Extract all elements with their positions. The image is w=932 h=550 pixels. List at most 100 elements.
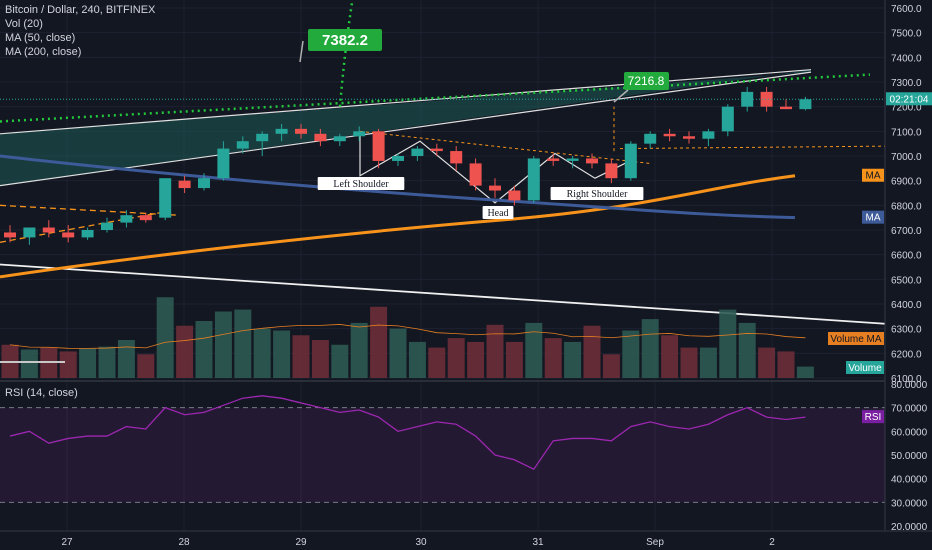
volume-bar — [331, 344, 349, 378]
symbol-title[interactable]: Bitcoin / Dollar, 240, BITFINEX — [5, 4, 156, 16]
candle-body — [198, 178, 210, 189]
candle-body — [178, 180, 191, 189]
volume-bar — [370, 306, 388, 378]
volume-bar — [699, 347, 717, 378]
volume-bar — [447, 338, 465, 378]
neckline-extension — [619, 145, 886, 150]
candle-body — [469, 163, 482, 186]
volume-bar — [195, 321, 213, 378]
price-tick-label: 6400.0 — [891, 300, 922, 311]
volume-bar — [59, 351, 77, 378]
candle-body — [42, 227, 55, 233]
price-tick-label: 7600.0 — [891, 4, 922, 15]
candle-body — [566, 158, 579, 161]
axis-bg — [885, 0, 932, 550]
price-tick-label: 7400.0 — [891, 53, 922, 64]
volume-bar — [525, 322, 543, 378]
rsi-tick-label: 50.0000 — [891, 451, 928, 462]
candle-body — [120, 215, 133, 223]
target-mid-label: 7216.8 — [628, 74, 665, 88]
candles — [4, 86, 812, 245]
volume-bar — [137, 354, 155, 378]
time-tick-label: 2 — [769, 537, 775, 548]
candle-body — [333, 136, 346, 142]
candle-body — [81, 230, 94, 238]
volume-bar — [20, 349, 38, 378]
target-high-label: 7382.2 — [322, 32, 368, 49]
candle-body — [411, 148, 424, 156]
volume-bar — [234, 309, 252, 378]
candle-body — [295, 128, 307, 134]
volume-ma-line — [9, 324, 806, 349]
volume-bar — [486, 324, 504, 378]
candle-body — [217, 148, 230, 179]
volume-ma-tag-bg — [828, 332, 884, 345]
right-shoulder-label: Right Shoulder — [567, 189, 629, 200]
volume-bar — [389, 328, 407, 378]
volume-bar — [680, 347, 698, 378]
grid — [0, 0, 885, 530]
volume-bar — [564, 341, 582, 378]
candle-body — [159, 178, 172, 218]
candle-body — [23, 227, 36, 238]
candle-body — [314, 133, 327, 142]
ma200-tag: MA — [866, 213, 881, 224]
ma200-line — [0, 154, 796, 220]
candle-body — [527, 158, 540, 201]
volume-bar — [117, 340, 135, 378]
price-tick-label: 7500.0 — [891, 29, 922, 40]
target-mid-pointer — [613, 89, 629, 103]
candle-body — [4, 232, 16, 238]
volume-bars — [0, 297, 814, 378]
last-price-time-tag-bg — [886, 92, 932, 106]
volume-bar — [758, 347, 776, 378]
candle-body — [586, 158, 598, 164]
volume-bar — [98, 346, 116, 378]
candle-body — [101, 222, 113, 230]
price-tick-label: 6700.0 — [891, 226, 922, 237]
volume-bar — [583, 325, 601, 378]
time-tick-label: 30 — [415, 537, 427, 548]
chart-patterns — [0, 0, 886, 325]
candle-body — [256, 133, 269, 142]
volume-bar — [602, 354, 620, 378]
vol-indicator-label[interactable]: Vol (20) — [5, 18, 43, 30]
volume-ma-tag: Volume MA — [830, 334, 881, 345]
candle-body — [780, 106, 792, 110]
volume-bar — [311, 340, 329, 378]
rsi-panel — [0, 380, 932, 503]
candle-body — [760, 91, 773, 107]
price-tick-label: 6200.0 — [891, 349, 922, 360]
rsi-title[interactable]: RSI (14, close) — [5, 387, 78, 399]
candle-body — [799, 99, 812, 110]
head-label-box — [482, 206, 514, 219]
volume-bar — [214, 311, 232, 378]
channel-upper-line — [0, 69, 812, 135]
rsi-tick-label: 60.0000 — [891, 427, 928, 438]
volume-bar — [350, 322, 368, 378]
candle-body — [644, 133, 657, 144]
ma200-indicator-label[interactable]: MA (200, close) — [5, 46, 82, 58]
candle-body — [450, 151, 463, 164]
ma50-indicator-label[interactable]: MA (50, close) — [5, 32, 76, 44]
price-axis: 6100.0 6200.0 6300.0 6400.0 6500.0 6600.0 6700… — [828, 0, 932, 550]
target-mid-label-box — [624, 72, 669, 90]
price-tick-label: 6300.0 — [891, 325, 922, 336]
volume-bar — [544, 338, 562, 378]
volume-bar — [176, 325, 194, 378]
rsi-tag-bg — [862, 410, 884, 424]
left-shoulder-label: Left Shoulder — [333, 179, 389, 190]
volume-bar — [408, 341, 426, 378]
wedge-line — [0, 212, 161, 243]
candle-body — [508, 190, 521, 201]
time-tick-label: Sep — [646, 537, 664, 548]
candle-body — [353, 131, 366, 137]
head-shoulders-pattern — [359, 131, 636, 204]
volume-tag: Volume — [848, 363, 882, 374]
overlays: Left Shoulder Head Right Shoulder 7382.2 721… — [0, 29, 885, 219]
volume-bar — [796, 366, 814, 378]
rsi-tag: RSI — [865, 412, 882, 423]
volume-bar — [738, 322, 756, 378]
candle-body — [683, 136, 695, 139]
